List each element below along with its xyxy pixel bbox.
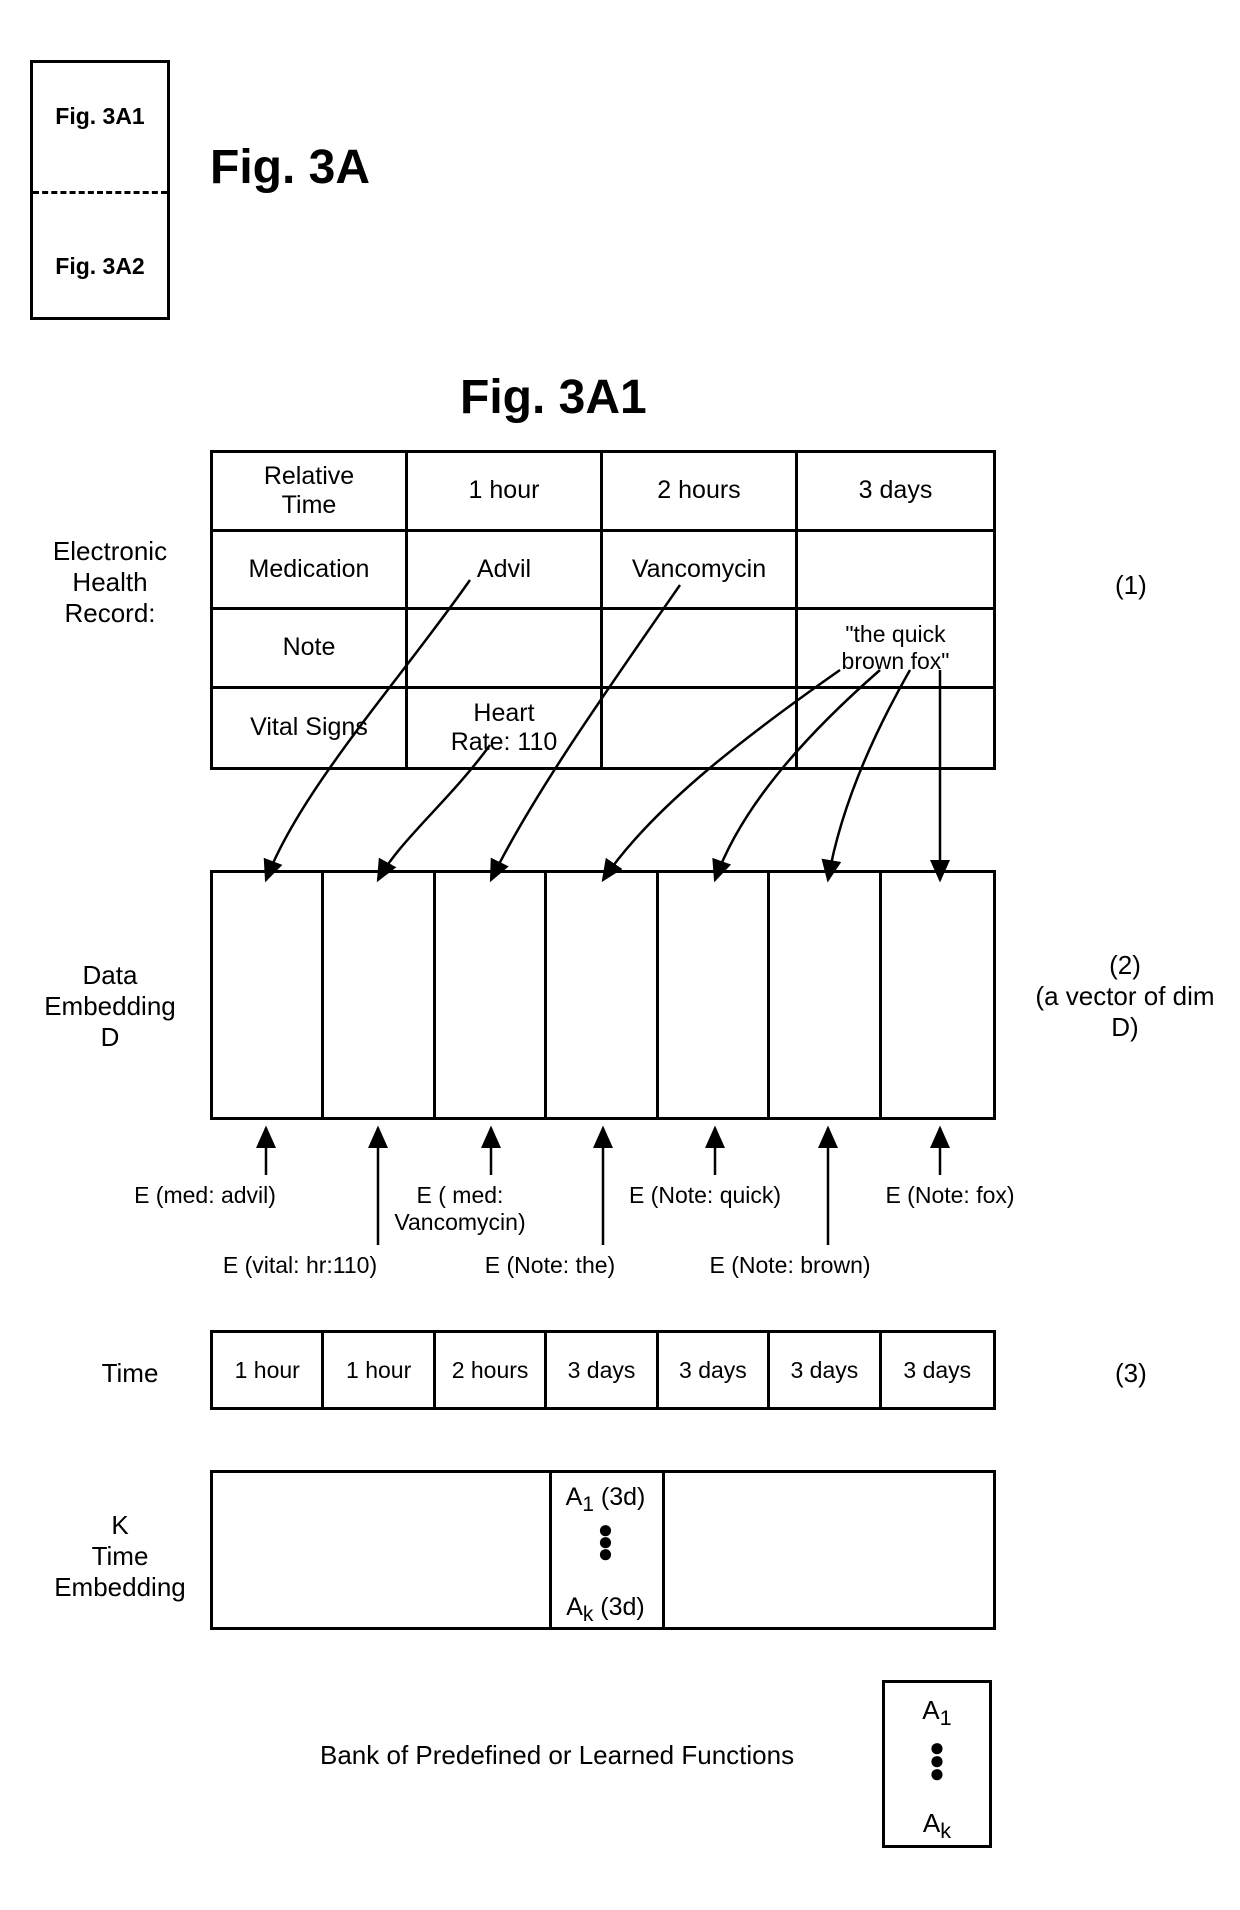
e-label-4: E (Note: quick) xyxy=(615,1182,795,1209)
de-col-6 xyxy=(882,873,993,1117)
bank-a1: A1 xyxy=(885,1695,989,1731)
ktime-ak: Ak (3d) xyxy=(549,1593,662,1627)
de-col-2 xyxy=(436,873,547,1117)
cell-0-2: 2 hours xyxy=(603,453,798,532)
ehr-num-label: (1) xyxy=(1115,570,1147,601)
bank-a1-sub: 1 xyxy=(940,1705,952,1730)
cell-1-2: Vancomycin xyxy=(603,532,798,611)
time-cell-5: 3 days xyxy=(770,1333,881,1407)
e-label-3: E (Note: the) xyxy=(470,1252,630,1279)
cell-3-3 xyxy=(798,689,993,768)
legend-dash xyxy=(33,191,167,194)
de-col-5 xyxy=(770,873,881,1117)
time-row: 1 hour 1 hour 2 hours 3 days 3 days 3 da… xyxy=(210,1330,996,1410)
ehr-table: Relative Time 1 hour 2 hours 3 days Medi… xyxy=(210,450,996,770)
legend-box: Fig. 3A1 Fig. 3A2 xyxy=(30,60,170,320)
bank-ak-sub: k xyxy=(940,1818,951,1843)
ktime-dots: ●●● xyxy=(549,1523,662,1559)
cell-3-0: Vital Signs xyxy=(213,689,408,768)
de-side-label: Data Embedding D xyxy=(30,960,190,1053)
ktime-div-r xyxy=(662,1473,665,1627)
bank-ak: Ak xyxy=(885,1808,989,1844)
ktime-side-label: K Time Embedding xyxy=(40,1510,200,1603)
cell-0-3: 3 days xyxy=(798,453,993,532)
time-side-label: Time xyxy=(80,1358,180,1389)
a1-sub: 1 xyxy=(582,1493,594,1516)
a1-arg: (3d) xyxy=(594,1483,645,1511)
ktime-box: A1 (3d) ●●● Ak (3d) xyxy=(210,1470,996,1630)
legend-a1: Fig. 3A1 xyxy=(33,103,167,130)
time-num-label: (3) xyxy=(1115,1358,1147,1389)
cell-2-0: Note xyxy=(213,610,408,689)
ehr-side-label: Electronic Health Record: xyxy=(30,536,190,629)
bank-label: Bank of Predefined or Learned Functions xyxy=(320,1740,794,1771)
time-cell-4: 3 days xyxy=(659,1333,770,1407)
cell-1-1: Advil xyxy=(408,532,603,611)
de-col-1 xyxy=(324,873,435,1117)
fig-3a1-label: Fig. 3A1 xyxy=(460,370,647,425)
ak-sub: k xyxy=(583,1603,593,1626)
bank-a1-sym: A xyxy=(922,1695,939,1725)
time-cell-6: 3 days xyxy=(882,1333,993,1407)
fig-3a-label: Fig. 3A xyxy=(210,140,370,195)
time-cell-3: 3 days xyxy=(547,1333,658,1407)
ktime-a1: A1 (3d) xyxy=(549,1483,662,1517)
cell-0-0: Relative Time xyxy=(213,453,408,532)
legend-a2: Fig. 3A2 xyxy=(33,253,167,280)
e-label-2: E ( med: Vancomycin) xyxy=(375,1182,545,1236)
cell-3-2 xyxy=(603,689,798,768)
bank-box: A1 ●●● Ak xyxy=(882,1680,992,1848)
cell-2-1 xyxy=(408,610,603,689)
de-num-label: (2) (a vector of dim D) xyxy=(1020,950,1230,1043)
de-col-3 xyxy=(547,873,658,1117)
e-label-6: E (Note: fox) xyxy=(870,1182,1030,1209)
ak-arg: (3d) xyxy=(593,1593,644,1621)
cell-2-3: "the quick brown fox" xyxy=(798,610,993,689)
cell-0-1: 1 hour xyxy=(408,453,603,532)
cell-1-3 xyxy=(798,532,993,611)
bank-dots: ●●● xyxy=(885,1741,989,1780)
time-cell-1: 1 hour xyxy=(324,1333,435,1407)
time-cell-2: 2 hours xyxy=(436,1333,547,1407)
de-col-0 xyxy=(213,873,324,1117)
e-label-5: E (Note: brown) xyxy=(700,1252,880,1279)
cell-2-2 xyxy=(603,610,798,689)
ak-sym: A xyxy=(566,1593,583,1621)
e-label-0: E (med: advil) xyxy=(120,1182,290,1209)
e-label-1: E (vital: hr:110) xyxy=(200,1252,400,1279)
de-col-4 xyxy=(659,873,770,1117)
de-boxes xyxy=(210,870,996,1120)
a1-sym: A xyxy=(566,1483,583,1511)
cell-3-1: Heart Rate: 110 xyxy=(408,689,603,768)
cell-1-0: Medication xyxy=(213,532,408,611)
bank-ak-sym: A xyxy=(923,1808,940,1838)
time-cell-0: 1 hour xyxy=(213,1333,324,1407)
